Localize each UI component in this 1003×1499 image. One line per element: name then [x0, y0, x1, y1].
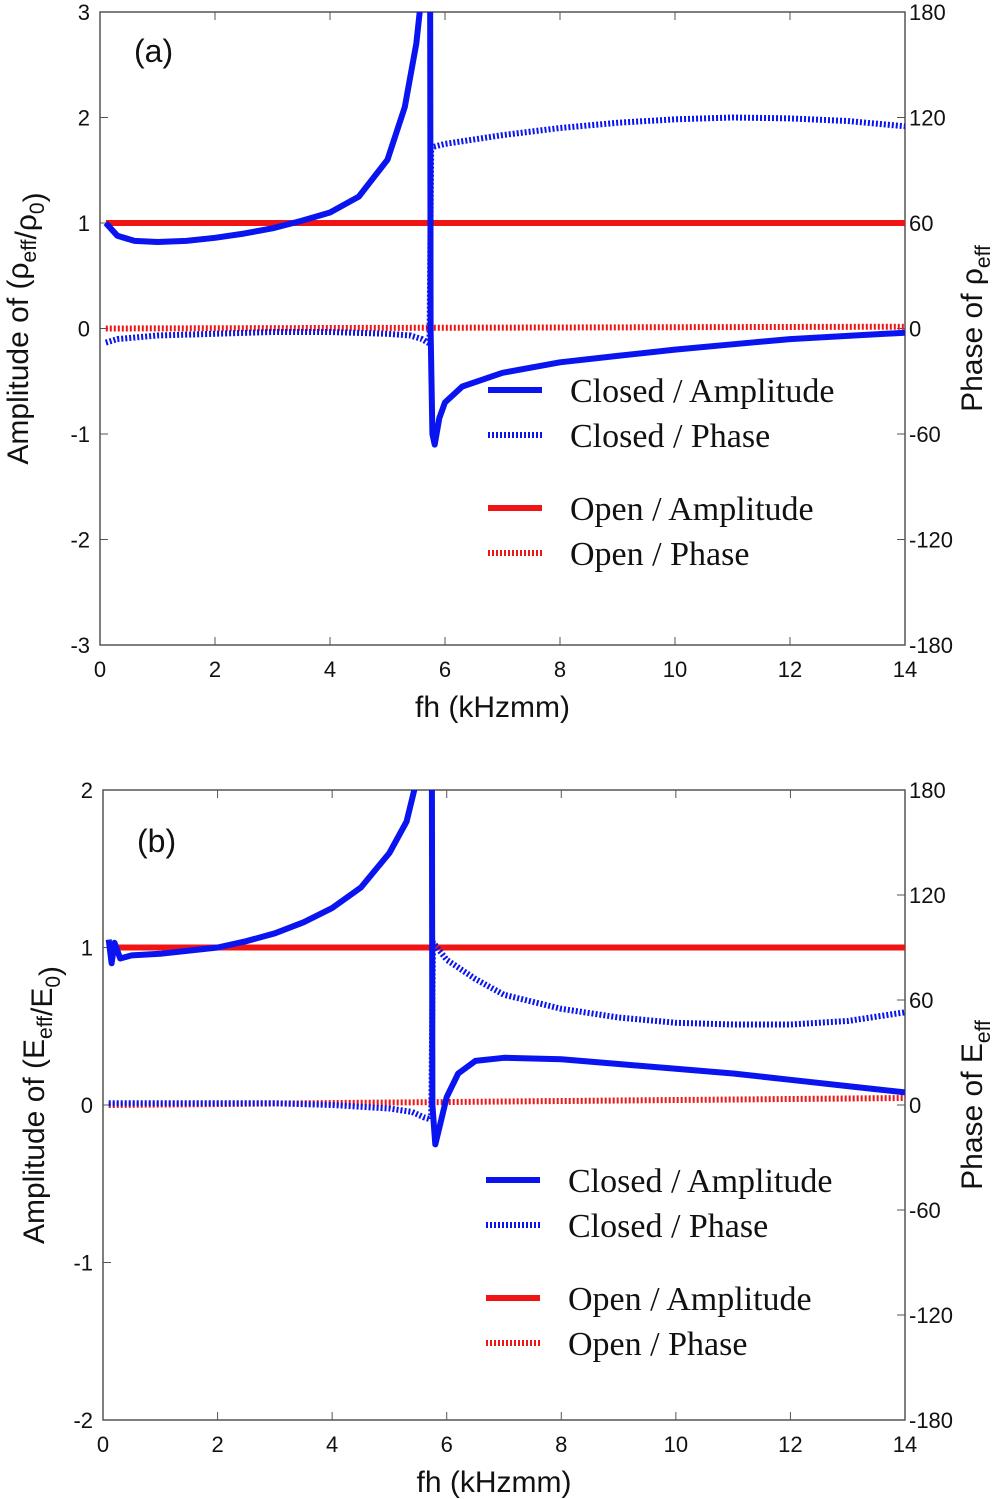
- y2-axis-label: Phase of ρeff: [956, 245, 995, 412]
- plot-frame: [102, 789, 906, 1421]
- y-axis-label: Amplitude of (ρeff/ρ0): [2, 192, 51, 464]
- panel-label: (a): [134, 33, 173, 69]
- series-line-closed-phase: [104, 114, 905, 346]
- legend-label: Closed / Amplitude: [570, 373, 834, 410]
- chart-panel-a: 0 2 4 6 8 10 12 14-3-2-10123-180-120-6006012018…: [2, 0, 995, 724]
- y-tick-label: -1: [73, 1251, 93, 1276]
- y2-tick-label: 60: [909, 988, 933, 1013]
- y2-axis-label: Phase of Eeff: [956, 1020, 995, 1190]
- y2-tick-label: 180: [909, 778, 946, 803]
- x-tick-label: 0: [94, 657, 106, 682]
- chart-panel-b: 0 2 4 6 8 10 12 14-2-1012-180-120-60060120180fh…: [18, 778, 995, 1499]
- x-tick-label: 0: [97, 1432, 109, 1457]
- legend-label: Closed / Amplitude: [568, 1163, 832, 1200]
- x-tick-label: 6: [441, 1432, 453, 1457]
- y-tick-label: -1: [70, 422, 90, 447]
- y2-tick-label: -180: [909, 633, 953, 658]
- y-tick-label: 0: [78, 317, 90, 342]
- y2-tick-label: -120: [909, 1303, 953, 1328]
- y2-tick-label: -60: [909, 422, 941, 447]
- legend: Closed / Amplitude Closed / Phase Open / A…: [488, 373, 834, 573]
- legend-label: Open / Phase: [568, 1326, 747, 1363]
- y-tick-label: 0: [81, 1093, 93, 1118]
- legend-label: Open / Phase: [570, 536, 749, 573]
- x-tick-label: 14: [893, 657, 917, 682]
- series-line-closed-amplitude: [427, 12, 905, 448]
- x-tick-label: 4: [326, 1432, 338, 1457]
- series-line-closed-phase: [108, 939, 905, 1122]
- y2-tick-label: 0: [909, 317, 921, 342]
- series-line-closed-amplitude: [105, 790, 418, 967]
- x-axis-label: fh (kHzmm): [415, 691, 570, 724]
- x-tick-label: 4: [324, 657, 336, 682]
- y-axis-label: Amplitude of (Eeff/E0): [18, 966, 67, 1244]
- legend-label: Open / Amplitude: [570, 491, 814, 528]
- x-tick-label: 8: [554, 657, 566, 682]
- x-tick-label: 10: [663, 657, 687, 682]
- y-tick-label: -2: [70, 528, 90, 553]
- y-tick-label: 2: [81, 778, 93, 803]
- panel-label: (b): [137, 823, 176, 859]
- x-tick-label: 2: [209, 657, 221, 682]
- legend-label: Open / Amplitude: [568, 1281, 812, 1318]
- y2-tick-label: -60: [909, 1198, 941, 1223]
- x-tick-label: 10: [664, 1432, 688, 1457]
- y-tick-label: -3: [70, 633, 90, 658]
- series-line-closed-amplitude: [428, 790, 905, 1148]
- y-tick-label: 1: [81, 936, 93, 961]
- y-tick-label: -2: [73, 1408, 93, 1433]
- x-tick-label: 12: [778, 657, 802, 682]
- x-tick-label: 2: [211, 1432, 223, 1457]
- x-tick-label: 8: [555, 1432, 567, 1457]
- series-line-open-phase: [105, 323, 905, 332]
- series-line-open-phase: [108, 1095, 905, 1108]
- y-tick-label: 2: [78, 106, 90, 131]
- y2-tick-label: -120: [909, 528, 953, 553]
- y-tick-label: 3: [78, 0, 90, 25]
- legend-label: Closed / Phase: [568, 1208, 768, 1245]
- y-tick-label: 1: [78, 211, 90, 236]
- x-tick-label: 12: [778, 1432, 802, 1457]
- y2-tick-label: 180: [909, 0, 946, 25]
- series-line-closed-amplitude: [103, 12, 423, 245]
- x-tick-label: 6: [439, 657, 451, 682]
- legend-label: Closed / Phase: [570, 418, 770, 455]
- y2-tick-label: 0: [909, 1093, 921, 1118]
- y2-tick-label: 120: [909, 883, 946, 908]
- x-axis-label: fh (kHzmm): [417, 1466, 572, 1499]
- y2-tick-label: 60: [909, 211, 933, 236]
- x-tick-label: 14: [893, 1432, 917, 1457]
- y2-tick-label: 120: [909, 106, 946, 131]
- y2-tick-label: -180: [909, 1408, 953, 1433]
- legend: Closed / Amplitude Closed / Phase Open / A…: [486, 1163, 832, 1363]
